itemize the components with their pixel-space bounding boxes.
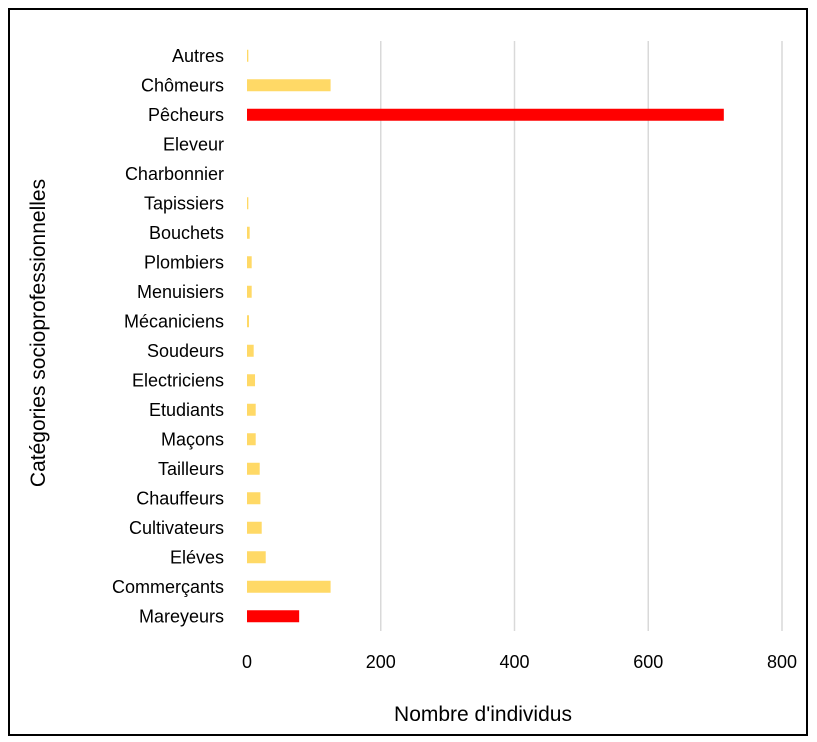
category-label: Charbonnier [125,164,224,184]
bar [247,403,256,416]
bar [247,226,250,239]
category-label: Menuisiers [137,282,224,302]
bar [247,580,331,593]
x-tick-label: 200 [366,652,396,672]
x-tick-label: 600 [633,652,663,672]
category-label: Chauffeurs [136,488,224,508]
bar [247,374,256,387]
category-label: Autres [172,46,224,66]
bar [247,197,249,210]
gridlines [380,41,783,631]
bar [247,49,249,62]
category-label: Etudiants [149,400,224,420]
x-tick-label: 0 [242,652,252,672]
bar [247,551,266,564]
bar [247,315,250,328]
bar [247,108,724,121]
bar [247,521,262,534]
bars [247,49,724,623]
bar [247,344,254,357]
category-labels: Autres Chômeurs Pêcheurs Eleveur Charbonnier… [112,46,224,627]
bar [247,285,252,298]
category-label: Electriciens [132,370,224,390]
category-label: Soudeurs [147,341,224,361]
x-tick-labels: 0 200 400 600 800 [242,652,797,672]
bar [247,433,256,446]
category-label: Pêcheurs [148,105,224,125]
chart-frame [8,8,808,736]
x-tick-label: 800 [767,652,797,672]
bar [247,492,261,505]
bar [247,256,252,269]
category-label: Chômeurs [141,75,224,95]
category-label: Eleveur [163,134,224,154]
bar [247,79,331,92]
category-label: Mareyeurs [139,606,224,626]
category-label: Plombiers [144,252,224,272]
category-label: Eléves [170,547,224,567]
category-label: Cultivateurs [129,518,224,538]
category-label: Mécaniciens [124,311,224,331]
bar [247,462,260,475]
category-label: Bouchets [149,223,224,243]
x-tick-label: 400 [499,652,529,672]
category-label: Tailleurs [158,459,224,479]
category-label: Commerçants [112,577,224,597]
category-label: Maçons [161,429,224,449]
bar [247,610,300,623]
x-axis-title: Nombre d'individus [394,703,572,726]
y-axis-title: Catégories socioprofessionnelles [27,179,50,487]
category-label: Tapissiers [144,193,224,213]
